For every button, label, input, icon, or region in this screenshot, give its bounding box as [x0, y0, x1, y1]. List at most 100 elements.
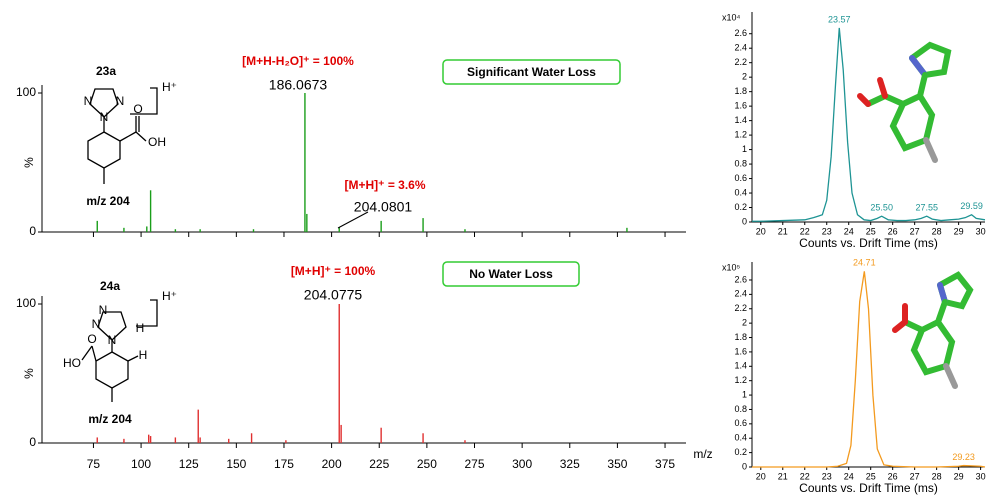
bond [120, 132, 136, 141]
y-tick-label: 1 [742, 144, 747, 154]
y-tick-label: 2.4 [734, 43, 747, 53]
atom: H [136, 321, 145, 335]
x-tick-label: 100 [131, 457, 151, 471]
x-tick-label: 250 [417, 457, 437, 471]
compound-id: 23a [96, 64, 116, 78]
multiplier: x10⁴ [722, 12, 741, 22]
y-tick-label: 2.6 [734, 28, 747, 38]
x-tick-label: 200 [322, 457, 342, 471]
stick [912, 58, 925, 75]
atom: N [108, 333, 117, 347]
y-tick-label: 0.2 [734, 447, 747, 457]
x-tick-label: 24 [844, 471, 854, 481]
y-tick-label: 1.4 [734, 115, 747, 125]
x-tick-label: 24 [844, 226, 854, 236]
y-tick-label: 1.6 [734, 346, 747, 356]
x-tick-label: 325 [560, 457, 580, 471]
atom: N [92, 317, 101, 331]
stick-model [860, 45, 948, 160]
note: No Water Loss [469, 267, 553, 281]
x-tick-label: 225 [369, 457, 389, 471]
x-tick-label: 21 [778, 471, 788, 481]
x-tick-label: 25 [866, 226, 876, 236]
bond [92, 346, 96, 361]
atom: N [100, 110, 109, 124]
y-tick-label: 100 [16, 85, 36, 99]
multiplier: x10⁵ [722, 262, 741, 272]
x-tick-label: 150 [226, 457, 246, 471]
bond [82, 346, 92, 360]
ion-annotation: [M+H]⁺ = 3.6% [344, 178, 425, 192]
x-tick-label: 26 [888, 226, 898, 236]
x-axis-label: m/z [693, 447, 712, 461]
stick [926, 140, 935, 160]
atom: O [87, 332, 96, 346]
y-tick-label: 0 [29, 435, 36, 449]
peak-label: 24.71 [853, 258, 876, 268]
atom: OH [148, 135, 166, 149]
y-tick-label: 0.8 [734, 404, 747, 414]
x-tick-label: 275 [464, 457, 484, 471]
peak-label: 29.59 [960, 201, 983, 211]
y-tick-label: 100 [16, 296, 36, 310]
x-tick-label: 30 [976, 226, 986, 236]
ion-annotation: [M+H-H₂O]⁺ = 100% [242, 54, 354, 68]
y-tick-label: 0.6 [734, 418, 747, 428]
y-tick-label: 0.6 [734, 173, 747, 183]
page: {"chart_data": [ {"type": "bar", "x": [7… [0, 0, 987, 498]
bond [136, 132, 146, 141]
x-tick-label: 29 [954, 226, 964, 236]
y-tick-label: 0 [742, 216, 747, 226]
x-tick-label: 20 [756, 226, 766, 236]
benzene-ring [88, 132, 120, 168]
stick [880, 80, 885, 96]
atom: N [84, 94, 93, 108]
peak-label: 27.55 [915, 203, 938, 213]
atom: O [133, 102, 142, 116]
x-tick-label: 125 [179, 457, 199, 471]
mass-label: 204.0801 [354, 199, 413, 215]
atom: H [139, 348, 148, 362]
charge: H⁺ [162, 80, 177, 94]
benzene-ring [96, 352, 128, 388]
y-tick-label: 2.6 [734, 274, 747, 284]
stick [914, 302, 952, 372]
charge: H⁺ [162, 289, 177, 303]
x-axis-label: Counts vs. Drift Time (ms) [799, 236, 938, 250]
y-axis-label: % [22, 157, 36, 168]
structure-23a: 23a H⁺ N N N O OH m/z 204 [84, 64, 177, 208]
y-tick-label: 0 [29, 224, 36, 238]
x-tick-label: 28 [932, 226, 942, 236]
y-tick-label: 0 [742, 461, 747, 471]
mass-label: 204.0775 [304, 287, 363, 303]
stick-model [895, 275, 970, 386]
stick [946, 366, 955, 386]
peak-label: 25.50 [870, 203, 893, 213]
x-tick-label: 75 [87, 457, 101, 471]
x-tick-label: 27 [910, 471, 920, 481]
bond [128, 356, 138, 361]
x-tick-label: 21 [778, 226, 788, 236]
atom: N [99, 303, 108, 317]
y-tick-label: 0.2 [734, 202, 747, 212]
structure-24a: 24a H⁺ N N N H H O HO m/z 204 [63, 279, 177, 426]
x-tick-label: 26 [888, 471, 898, 481]
y-tick-label: 1.2 [734, 129, 747, 139]
y-tick-label: 2.2 [734, 303, 747, 313]
mass-label: 186.0673 [269, 77, 328, 93]
x-tick-label: 22 [800, 471, 810, 481]
x-tick-label: 28 [932, 471, 942, 481]
x-axis-label: Counts vs. Drift Time (ms) [799, 481, 938, 495]
y-axis-label: % [22, 368, 36, 379]
y-tick-label: 1.8 [734, 332, 747, 342]
x-tick-label: 22 [800, 226, 810, 236]
x-tick-label: 30 [976, 471, 986, 481]
x-tick-label: 23 [822, 226, 832, 236]
note: Significant Water Loss [467, 65, 596, 79]
ion-annotation: [M+H]⁺ = 100% [291, 264, 376, 278]
y-tick-label: 0.4 [734, 433, 747, 443]
stick [860, 96, 868, 104]
atom: N [116, 94, 125, 108]
x-tick-label: 350 [607, 457, 627, 471]
x-tick-label: 20 [756, 471, 766, 481]
